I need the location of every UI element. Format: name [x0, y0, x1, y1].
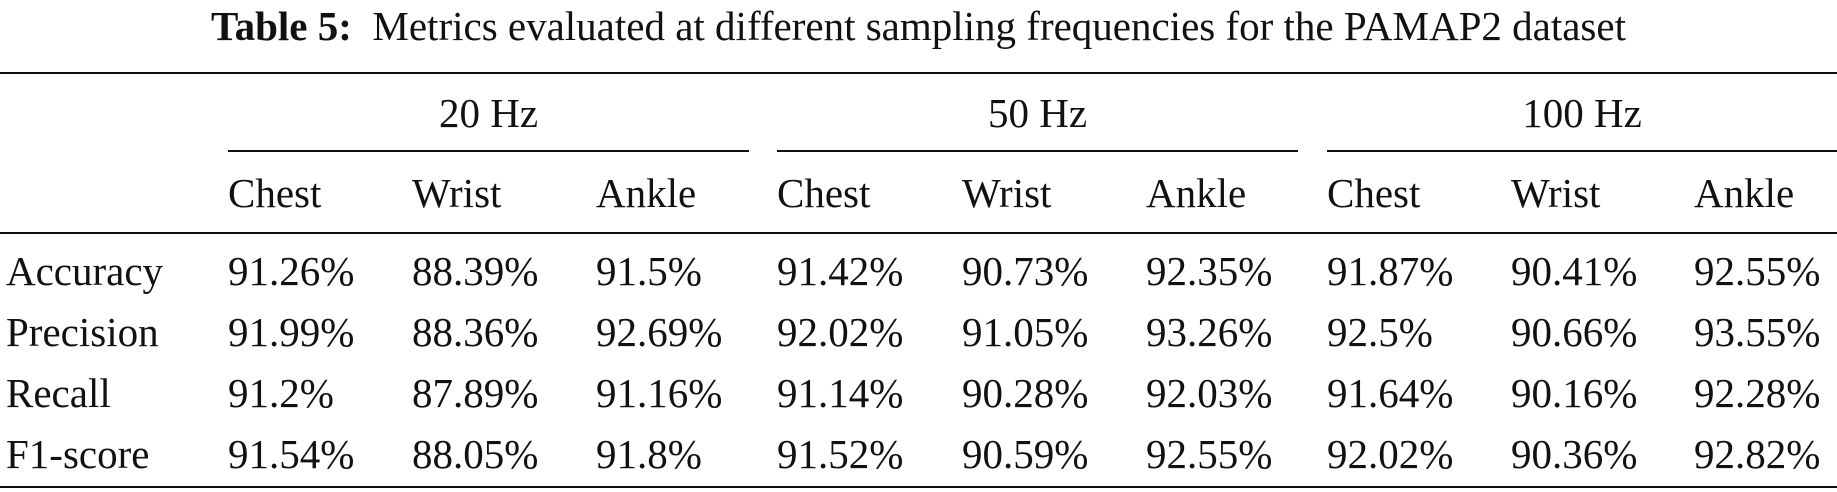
column-header-wrist: Wrist: [412, 170, 502, 216]
table-cell: 90.36%: [1511, 431, 1638, 477]
header-rule: [0, 232, 1837, 234]
table-cell: 90.28%: [962, 370, 1089, 416]
table-caption-text: Metrics evaluated at different sampling …: [372, 3, 1626, 49]
table-cell: 91.64%: [1327, 370, 1454, 416]
table-cell: 91.16%: [596, 370, 723, 416]
table-cell: 91.5%: [596, 248, 702, 294]
table-cell: 92.35%: [1146, 248, 1273, 294]
table-cell: 88.36%: [412, 309, 539, 355]
table-caption: Table 5: Metrics evaluated at different …: [0, 0, 1837, 52]
column-header-wrist: Wrist: [962, 170, 1052, 216]
table-cell: 87.89%: [412, 370, 539, 416]
table-cell: 90.59%: [962, 431, 1089, 477]
table-cell: 90.16%: [1511, 370, 1638, 416]
group-header-20hz: 20 Hz: [438, 90, 539, 136]
group-header-100hz: 100 Hz: [1522, 90, 1642, 136]
column-header-ankle: Ankle: [596, 170, 697, 216]
table-cell: 92.82%: [1694, 431, 1821, 477]
table-cell: 92.02%: [1327, 431, 1454, 477]
column-header-wrist: Wrist: [1511, 170, 1601, 216]
table-cell: 91.05%: [962, 309, 1089, 355]
bottom-rule: [0, 486, 1837, 488]
column-header-chest: Chest: [777, 170, 871, 216]
table-cell: 91.2%: [228, 370, 334, 416]
top-rule: [0, 72, 1837, 74]
table-cell: 92.55%: [1146, 431, 1273, 477]
table-cell: 92.03%: [1146, 370, 1273, 416]
table-cell: 93.55%: [1694, 309, 1821, 355]
column-header-ankle: Ankle: [1694, 170, 1795, 216]
column-header-chest: Chest: [228, 170, 322, 216]
row-label-f1-score: F1-score: [6, 431, 150, 477]
table-caption-label: Table 5:: [211, 3, 352, 49]
table-cell: 92.02%: [777, 309, 904, 355]
table-cell: 92.5%: [1327, 309, 1433, 355]
table-cell: 91.42%: [777, 248, 904, 294]
table-cell: 93.26%: [1146, 309, 1273, 355]
group-rule-50hz: [777, 150, 1298, 152]
group-rule-100hz: [1327, 150, 1837, 152]
group-rule-20hz: [228, 150, 749, 152]
table-cell: 91.52%: [777, 431, 904, 477]
row-label-precision: Precision: [6, 309, 159, 355]
group-header-50hz: 50 Hz: [987, 90, 1088, 136]
column-header-chest: Chest: [1327, 170, 1421, 216]
row-label-accuracy: Accuracy: [6, 248, 164, 294]
table-cell: 90.41%: [1511, 248, 1638, 294]
table-cell: 92.69%: [596, 309, 723, 355]
table-cell: 90.73%: [962, 248, 1089, 294]
table-cell: 88.39%: [412, 248, 539, 294]
table-cell: 92.28%: [1694, 370, 1821, 416]
table-cell: 91.99%: [228, 309, 355, 355]
table-cell: 91.87%: [1327, 248, 1454, 294]
row-label-recall: Recall: [6, 370, 111, 416]
table-cell: 91.54%: [228, 431, 355, 477]
table-cell: 91.8%: [596, 431, 702, 477]
table-cell: 91.26%: [228, 248, 355, 294]
column-header-ankle: Ankle: [1146, 170, 1247, 216]
table-cell: 90.66%: [1511, 309, 1638, 355]
table-cell: 92.55%: [1694, 248, 1821, 294]
table-cell: 88.05%: [412, 431, 539, 477]
table-cell: 91.14%: [777, 370, 904, 416]
